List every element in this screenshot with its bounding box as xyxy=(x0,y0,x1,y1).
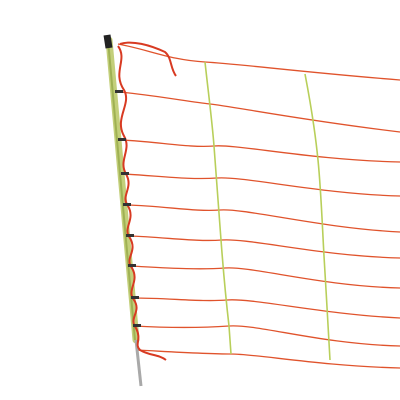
vertical-struts xyxy=(204,61,331,361)
pole-spike xyxy=(134,339,143,387)
pole-cap xyxy=(103,34,113,49)
wire xyxy=(133,325,400,347)
wire xyxy=(121,139,400,163)
pole-wire xyxy=(117,41,177,361)
pole-clips xyxy=(115,90,141,327)
wire xyxy=(129,265,400,289)
clip xyxy=(126,234,134,237)
clip xyxy=(121,172,129,175)
wire xyxy=(117,43,400,81)
wire xyxy=(123,173,400,197)
clip xyxy=(131,296,139,299)
wire xyxy=(131,297,400,319)
wire xyxy=(125,204,400,233)
clip xyxy=(133,324,141,327)
wire xyxy=(127,235,400,259)
strut xyxy=(304,73,331,361)
horizontal-wires xyxy=(117,43,400,369)
pole-shade xyxy=(107,39,136,341)
strut xyxy=(204,61,232,355)
clip xyxy=(128,264,136,267)
clip xyxy=(123,203,131,206)
clip xyxy=(118,138,126,141)
wire xyxy=(119,91,400,133)
wire xyxy=(136,349,400,369)
clip xyxy=(115,90,123,93)
